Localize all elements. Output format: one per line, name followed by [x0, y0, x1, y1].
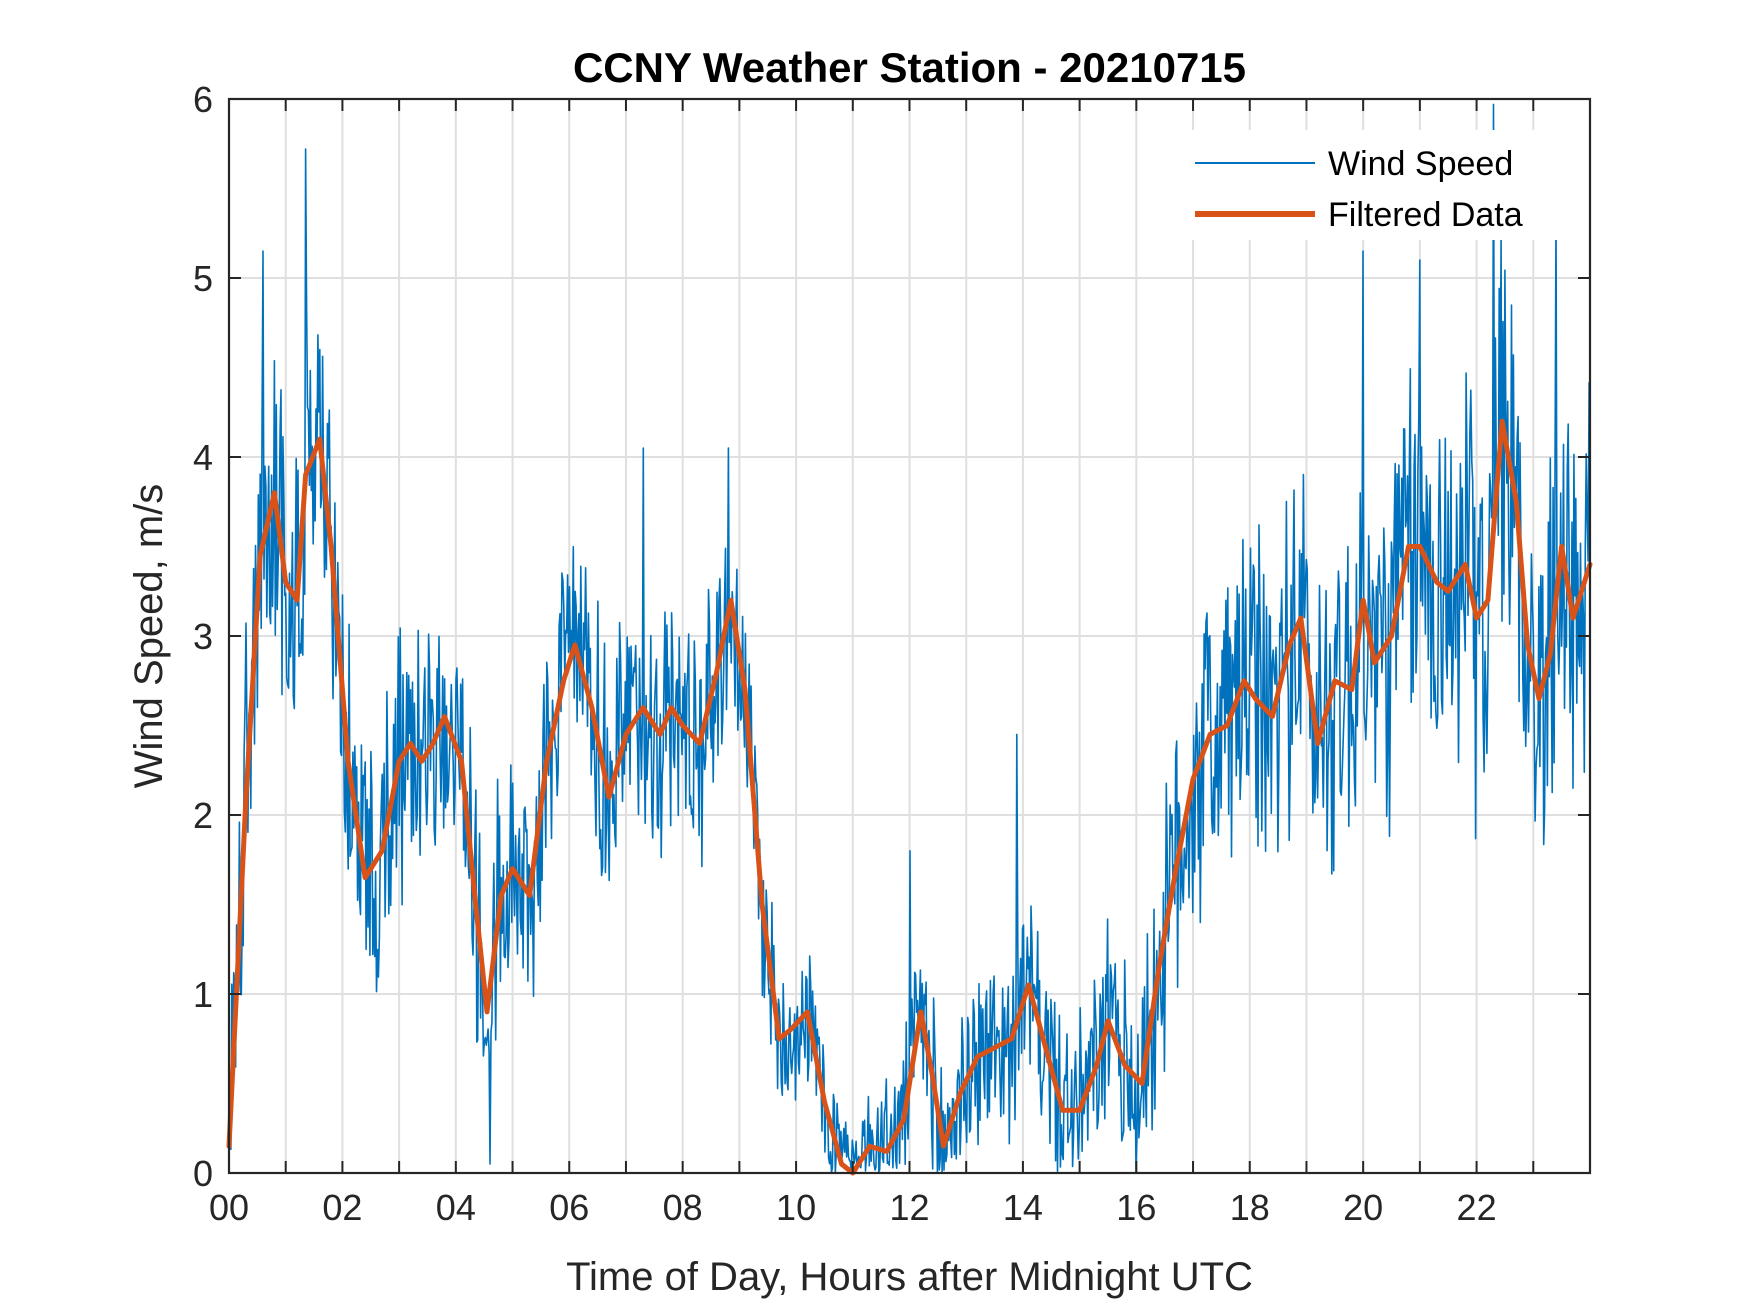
series-line-wind-speed — [228, 103, 1591, 1174]
y-tick-label: 5 — [193, 258, 213, 299]
x-tick-label: 18 — [1230, 1187, 1270, 1228]
legend-label-wind-speed: Wind Speed — [1328, 145, 1513, 183]
y-tick-label: 1 — [193, 974, 213, 1015]
legend: Wind Speed Filtered Data — [1180, 130, 1580, 240]
axes — [227, 97, 1592, 1175]
chart-title: CCNY Weather Station - 20210715 — [573, 44, 1246, 91]
y-tick-label: 6 — [193, 79, 213, 120]
x-tick-label: 02 — [322, 1187, 362, 1228]
series-line-filtered-data — [226, 418, 1593, 1176]
x-tick-label: 20 — [1343, 1187, 1383, 1228]
y-axis-title: Wind Speed, m/s — [127, 484, 171, 789]
x-tick-label: 16 — [1116, 1187, 1156, 1228]
x-tick-label: 06 — [549, 1187, 589, 1228]
y-tick-label: 4 — [193, 437, 213, 478]
x-tick-label: 12 — [889, 1187, 929, 1228]
legend-box — [1180, 130, 1580, 240]
y-tick-label: 2 — [193, 795, 213, 836]
legend-label-filtered-data: Filtered Data — [1328, 196, 1523, 234]
x-tick-label: 04 — [436, 1187, 476, 1228]
data-layer — [226, 103, 1593, 1176]
x-axis-title: Time of Day, Hours after Midnight UTC — [566, 1255, 1253, 1299]
x-tick-label: 22 — [1457, 1187, 1497, 1228]
y-tick-label: 0 — [193, 1153, 213, 1194]
x-tick-label: 10 — [776, 1187, 816, 1228]
y-tick-label: 3 — [193, 616, 213, 657]
x-tick-label: 08 — [663, 1187, 703, 1228]
x-tick-label: 14 — [1003, 1187, 1043, 1228]
x-tick-label: 00 — [209, 1187, 249, 1228]
